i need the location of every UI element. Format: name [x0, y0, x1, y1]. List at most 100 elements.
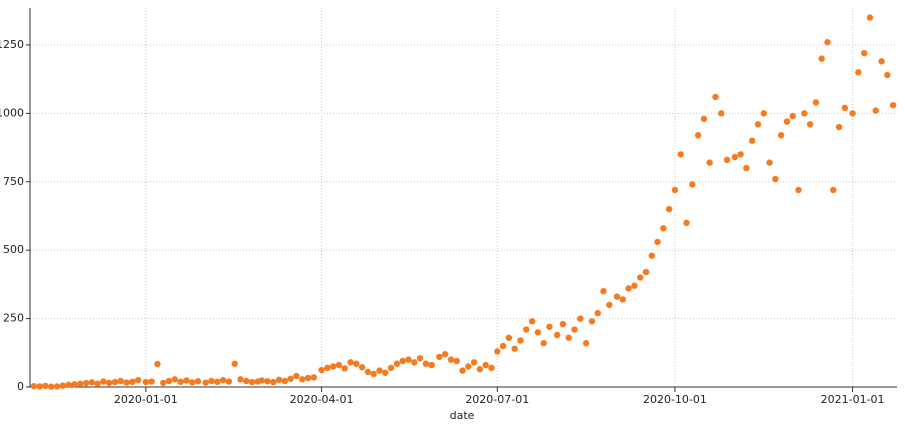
point [30, 382, 38, 390]
point [293, 372, 300, 380]
point [364, 368, 372, 376]
point [202, 379, 209, 386]
point [743, 164, 750, 172]
y-tick-label: 1000 [0, 106, 24, 119]
point [582, 340, 590, 347]
point [494, 348, 501, 355]
point [712, 93, 719, 101]
point [248, 378, 256, 386]
point [347, 359, 354, 366]
point [872, 107, 879, 114]
point [310, 374, 318, 381]
point [737, 151, 744, 158]
point [94, 380, 101, 387]
point [436, 353, 443, 361]
point [482, 361, 489, 369]
point [884, 71, 891, 79]
point [600, 288, 607, 295]
point [766, 159, 773, 166]
point [571, 326, 578, 333]
point [499, 342, 507, 350]
point [689, 181, 696, 188]
point [694, 132, 702, 139]
point [789, 112, 796, 120]
point [889, 101, 897, 109]
point [177, 378, 184, 386]
point [171, 376, 179, 383]
point [878, 58, 885, 65]
point [636, 274, 644, 281]
point [405, 356, 412, 363]
point [111, 378, 119, 386]
point [148, 378, 155, 385]
point [476, 366, 484, 373]
point [648, 252, 655, 259]
point [428, 361, 435, 369]
point [523, 326, 530, 333]
x-tick-label: 2020-04-01 [290, 393, 354, 406]
point [654, 238, 661, 246]
point [231, 360, 238, 367]
y-tick-label: 250 [3, 312, 24, 325]
y-tick-label: 1250 [0, 38, 24, 51]
point [411, 359, 418, 366]
point [160, 379, 167, 387]
point [358, 364, 366, 371]
point [511, 345, 518, 352]
point [416, 355, 424, 362]
point [795, 186, 802, 194]
point [505, 334, 513, 341]
point [77, 380, 84, 387]
point [335, 361, 343, 369]
point [214, 378, 221, 386]
point [353, 360, 360, 367]
point [382, 369, 389, 376]
point [835, 123, 843, 131]
point [783, 118, 791, 125]
point [264, 378, 271, 385]
x-tick-label: 2020-10-01 [643, 393, 707, 406]
point [329, 363, 337, 370]
point [71, 381, 78, 388]
point [134, 376, 142, 384]
point [370, 370, 377, 378]
point [48, 383, 55, 390]
point [760, 110, 767, 117]
point [183, 377, 190, 384]
y-tick-label: 750 [3, 175, 24, 188]
point [625, 285, 632, 292]
point [225, 378, 233, 385]
point [812, 99, 820, 106]
point [824, 39, 831, 46]
point [287, 375, 294, 382]
point [154, 360, 161, 368]
point [270, 378, 277, 386]
point [123, 379, 130, 386]
point [528, 318, 536, 325]
x-tick-label: 2021-01-01 [821, 393, 885, 406]
point [517, 337, 524, 344]
point [546, 323, 553, 330]
point [565, 334, 572, 341]
point [53, 383, 61, 390]
point [677, 151, 684, 158]
point [165, 377, 173, 385]
point [588, 318, 596, 325]
point [534, 329, 542, 336]
point [723, 156, 731, 164]
point [559, 320, 567, 328]
point [777, 132, 785, 139]
point [189, 379, 196, 386]
point [194, 378, 202, 385]
point [866, 14, 874, 21]
point [105, 379, 113, 387]
point [841, 104, 849, 112]
point [665, 205, 673, 213]
point [393, 360, 401, 367]
point [754, 121, 762, 128]
point [208, 377, 215, 385]
point [324, 364, 331, 372]
point [219, 376, 227, 384]
